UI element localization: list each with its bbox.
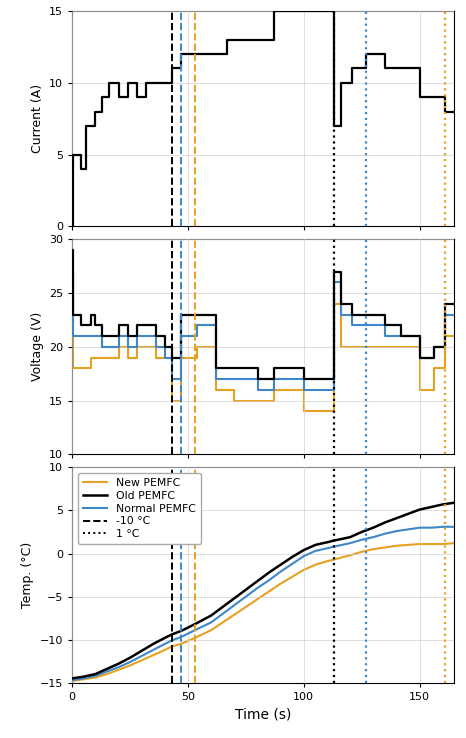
Legend: New PEMFC, Old PEMFC, Normal PEMFC, -10 °C, 1 °C: New PEMFC, Old PEMFC, Normal PEMFC, -10 … [78,473,201,545]
Y-axis label: Voltage (V): Voltage (V) [30,312,43,382]
Y-axis label: Current (A): Current (A) [31,84,44,154]
X-axis label: Time (s): Time (s) [235,707,291,721]
Y-axis label: Temp. (°C): Temp. (°C) [21,542,34,608]
